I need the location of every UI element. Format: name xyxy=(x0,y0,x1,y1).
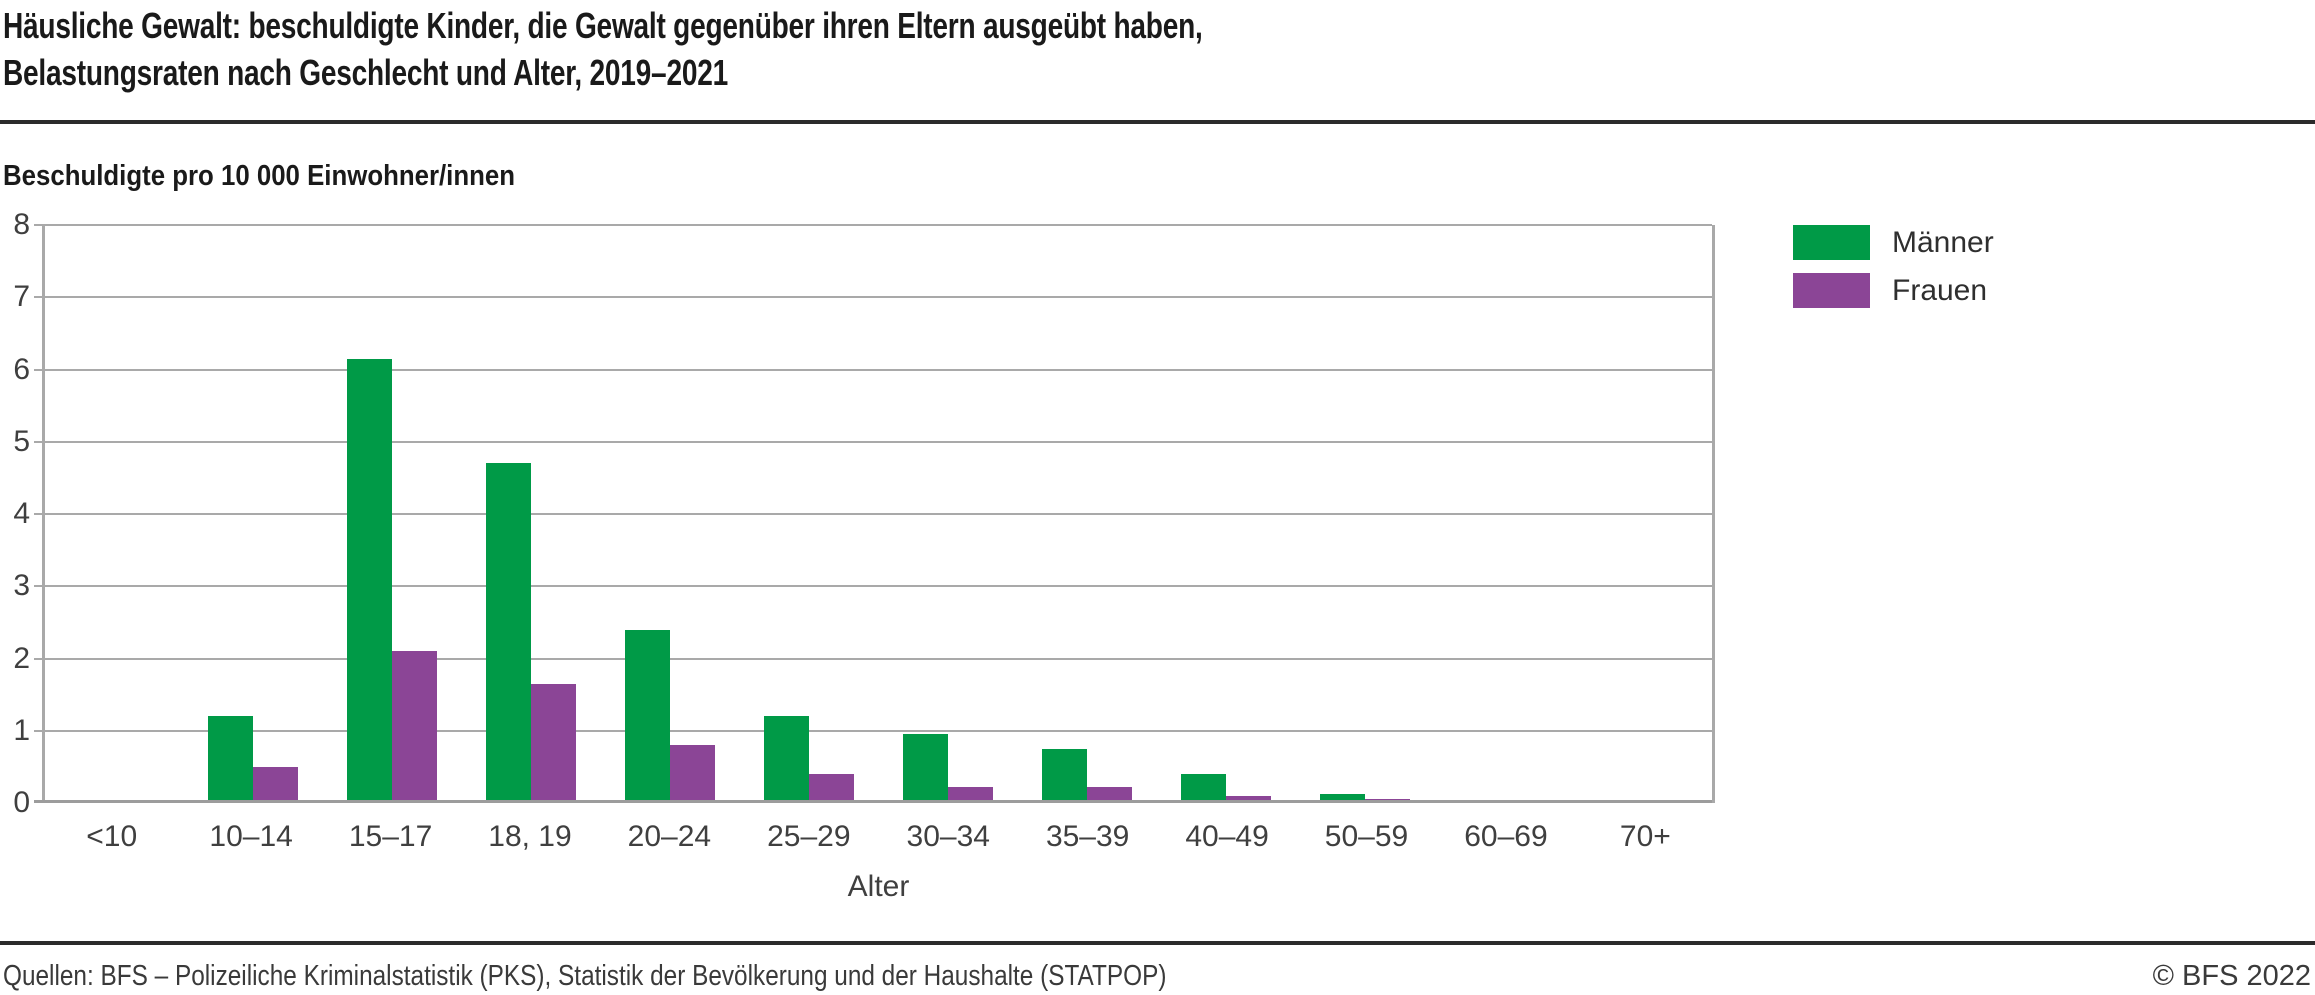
bar-maenner-20-24 xyxy=(625,629,671,803)
bar-frauen-20-24 xyxy=(670,745,716,803)
bar-group-50-59 xyxy=(1295,225,1434,803)
page-title: Häusliche Gewalt: beschuldigte Kinder, d… xyxy=(3,2,1203,96)
x-axis-title: Alter xyxy=(847,870,910,903)
gridline-y6 xyxy=(34,368,1712,371)
plot-area xyxy=(34,224,1715,803)
bar-maenner-40-49 xyxy=(1180,774,1226,803)
top-divider xyxy=(0,120,2315,124)
bar-maenner-30-34 xyxy=(902,734,948,803)
legend-label-frauen: Frauen xyxy=(1892,273,1988,307)
bar-maenner-18-19 xyxy=(486,463,532,803)
legend-item-maenner: Männer xyxy=(1793,225,1994,260)
y-axis-tick-labels: 0 1 2 3 4 5 6 7 8 xyxy=(0,208,30,819)
y-axis-unit-label: Beschuldigte pro 10 000 Einwohner/innen xyxy=(3,160,516,192)
gridline-y3 xyxy=(34,585,1712,588)
bar-frauen-30-34 xyxy=(947,787,993,803)
page-title-line1: Häusliche Gewalt: beschuldigte Kinder, d… xyxy=(3,5,1203,46)
bar-maenner-35-39 xyxy=(1041,748,1087,803)
bar-maenner-50-59 xyxy=(1319,794,1365,803)
bar-maenner-25-29 xyxy=(764,716,810,803)
bar-frauen-25-29 xyxy=(809,774,855,803)
y-tick-label-5: 5 xyxy=(13,424,30,458)
bar-group-35-39 xyxy=(1017,225,1156,803)
y-tick-label-6: 6 xyxy=(13,352,30,386)
bar-frauen-10-14 xyxy=(253,766,299,803)
footer: Quellen: BFS – Polizeiliche Kriminalstat… xyxy=(3,960,2311,993)
y-tick-label-8: 8 xyxy=(13,208,30,241)
bar-group-25-29 xyxy=(740,225,879,803)
x-tick-label-40-49: 40–49 xyxy=(1185,820,1269,853)
gridline-y1 xyxy=(34,729,1712,732)
x-tick-label-50-59: 50–59 xyxy=(1324,820,1409,853)
legend-label-maenner: Männer xyxy=(1892,225,1994,259)
legend-item-frauen: Frauen xyxy=(1793,273,1994,308)
x-axis-baseline xyxy=(34,800,1712,803)
legend-swatch-maenner xyxy=(1793,225,1870,260)
bar-group--10 xyxy=(45,225,184,803)
gridline-y4 xyxy=(34,513,1712,515)
legend: Männer Frauen xyxy=(1793,225,1994,321)
y-tick-label-2: 2 xyxy=(13,641,30,675)
y-tick-label-7: 7 xyxy=(13,280,30,314)
x-tick-label-60-69: 60–69 xyxy=(1464,820,1548,853)
bar-frauen-35-39 xyxy=(1086,787,1132,803)
bar-frauen-18-19 xyxy=(531,683,577,803)
x-tick-label-20-24: 20–24 xyxy=(627,820,712,853)
x-tick-label-30-34: 30–34 xyxy=(906,820,990,853)
y-tick-label-3: 3 xyxy=(13,569,30,603)
bar-group-15-17 xyxy=(323,225,462,803)
x-tick-label--10: <10 xyxy=(86,820,138,853)
bar-group-20-24 xyxy=(601,225,740,803)
bar-group-60-69 xyxy=(1434,225,1573,803)
y-tick-label-4: 4 xyxy=(13,497,30,530)
x-tick-label-35-39: 35–39 xyxy=(1045,820,1130,853)
bar-group-30-34 xyxy=(879,225,1018,803)
x-tick-label-10-14: 10–14 xyxy=(209,820,293,853)
y-tick-label-1: 1 xyxy=(13,713,30,747)
gridline-y5 xyxy=(34,440,1712,443)
footer-sources: Quellen: BFS – Polizeiliche Kriminalstat… xyxy=(3,960,1167,992)
x-tick-label-18-19: 18, 19 xyxy=(488,820,572,853)
bar-group-18-19 xyxy=(462,225,601,803)
footer-divider xyxy=(0,941,2315,945)
bar-group-10-14 xyxy=(184,225,323,803)
gridline-y8 xyxy=(34,224,1712,226)
x-tick-label-15-17: 15–17 xyxy=(348,820,433,853)
bar-maenner-10-14 xyxy=(208,716,254,803)
bars-container xyxy=(45,225,1712,803)
bar-maenner-15-17 xyxy=(347,358,393,803)
bar-group-70- xyxy=(1573,225,1712,803)
bar-frauen-15-17 xyxy=(392,651,438,803)
y-tick-label-0: 0 xyxy=(13,786,30,819)
footer-copyright: © BFS 2022 xyxy=(2152,960,2311,992)
x-axis-tick-labels: <10 10–14 15–17 18, 19 20–24 25–29 30–34 35–39 4… xyxy=(42,820,1715,854)
page-title-line2: Belastungsraten nach Geschlecht und Alte… xyxy=(3,52,728,93)
legend-swatch-frauen xyxy=(1793,273,1870,308)
x-tick-label-25-29: 25–29 xyxy=(767,820,851,853)
x-tick-label-70-: 70+ xyxy=(1619,820,1671,853)
gridline-y7 xyxy=(34,296,1712,299)
bar-frauen-40-49 xyxy=(1225,795,1271,803)
bar-group-40-49 xyxy=(1156,225,1295,803)
gridline-y2 xyxy=(34,657,1712,660)
